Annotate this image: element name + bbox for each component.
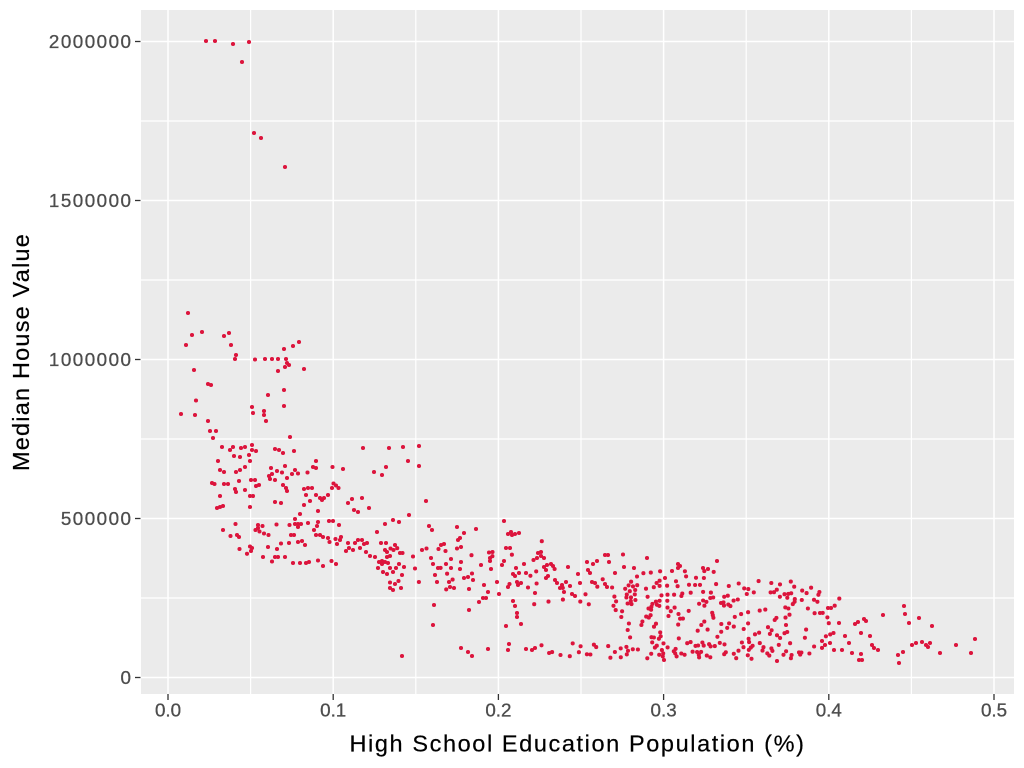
svg-text:1000000: 1000000 — [49, 349, 133, 370]
svg-text:1500000: 1500000 — [49, 190, 133, 211]
svg-text:0.3: 0.3 — [651, 700, 677, 721]
svg-text:0.2: 0.2 — [485, 700, 511, 721]
svg-text:0.0: 0.0 — [155, 700, 181, 721]
svg-text:2000000: 2000000 — [49, 31, 133, 52]
svg-text:0.5: 0.5 — [981, 700, 1007, 721]
svg-text:Median House Value: Median House Value — [8, 233, 34, 471]
svg-text:0: 0 — [121, 667, 133, 688]
svg-text:0.1: 0.1 — [320, 700, 346, 721]
svg-text:High School Education Populati: High School Education Population (%) — [349, 731, 805, 757]
svg-text:500000: 500000 — [61, 508, 133, 529]
svg-text:0.4: 0.4 — [816, 700, 842, 721]
